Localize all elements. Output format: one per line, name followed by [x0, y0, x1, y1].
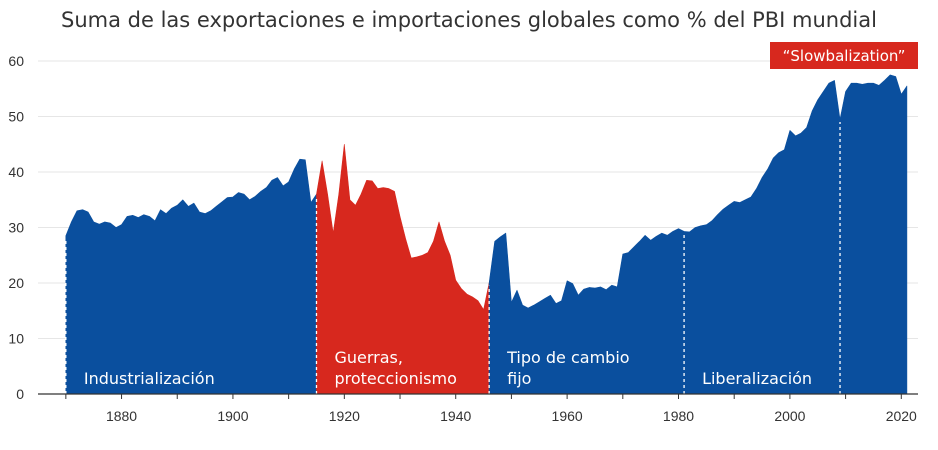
x-tick-label: 1880	[106, 408, 137, 424]
callout-box	[770, 42, 918, 69]
x-tick-label: 1900	[217, 408, 248, 424]
x-tick-label: 1980	[663, 408, 694, 424]
x-tick-label: 2020	[886, 408, 917, 424]
chart-title: Suma de las exportaciones e importacione…	[61, 8, 877, 32]
era-label: Liberalización	[702, 369, 812, 388]
y-tick-label: 50	[8, 109, 24, 125]
era-label: Tipo de cambio	[506, 348, 629, 367]
x-tick-label: 1920	[329, 408, 360, 424]
era-label: Guerras,	[334, 348, 402, 367]
era-label: fijo	[507, 369, 531, 388]
y-tick-label: 60	[8, 53, 24, 69]
y-tick-label: 40	[8, 164, 24, 180]
area-series-3	[488, 80, 841, 395]
y-tick-label: 20	[8, 275, 24, 291]
area-series-4	[839, 74, 908, 395]
y-tick-label: 30	[8, 220, 24, 236]
y-tick-label: 0	[16, 386, 24, 402]
x-tick-label: 2000	[774, 408, 805, 424]
era-label: proteccionismo	[334, 369, 456, 388]
x-tick-label: 1940	[440, 408, 471, 424]
y-tick-label: 10	[8, 331, 24, 347]
area-series-1	[65, 158, 317, 395]
area-series-2	[316, 144, 490, 395]
x-tick-label: 1960	[552, 408, 583, 424]
era-label: Industrialización	[84, 369, 215, 388]
callout-label: “Slowbalization”	[783, 47, 906, 65]
